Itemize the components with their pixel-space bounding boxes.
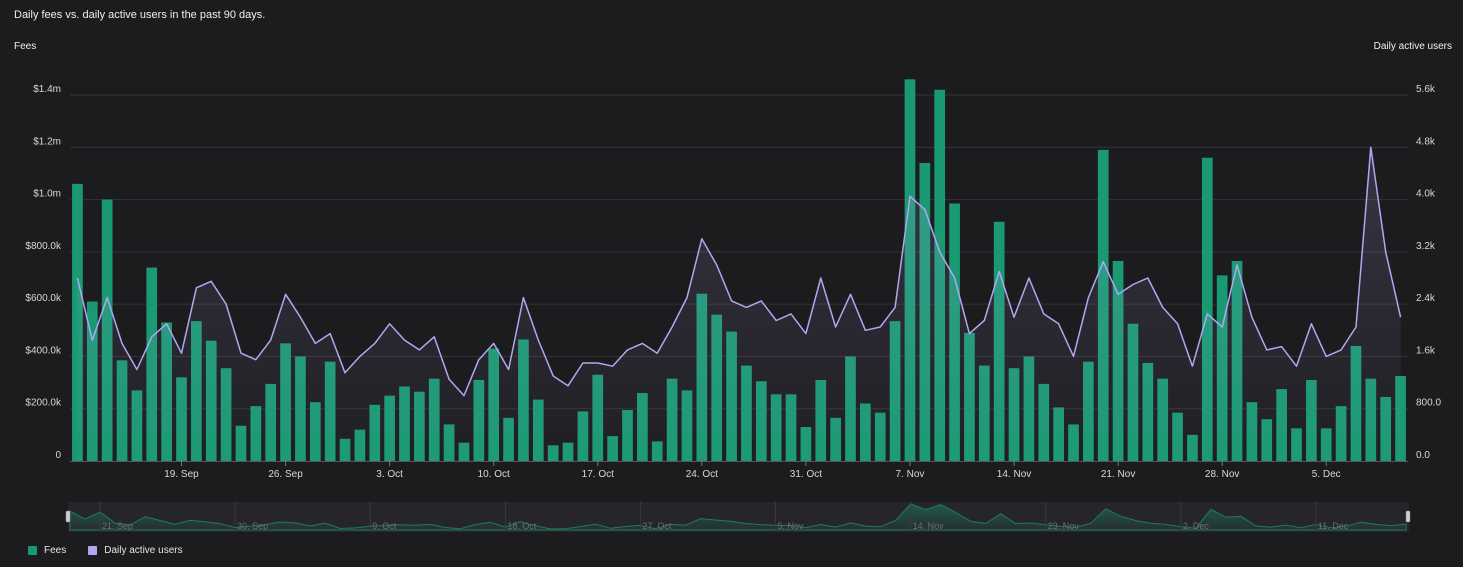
right-axis: 0.0 800.0 1.6k 2.4k 3.2k 4.0k 4.8k 5.6k [1416,84,1441,461]
legend-swatch-users [88,546,98,555]
left-tick-label: $1.0m [33,189,61,200]
chart-title: Daily fees vs. daily active users in the… [14,9,266,21]
x-tick-label: 19. Sep [164,469,199,480]
right-tick-label: 5.6k [1416,84,1436,95]
navigator-axis: 21. Sep 30. Sep 9. Oct 18. Oct 27. Oct 5. Nov… [99,502,1349,531]
navigator-tick-label: 11. Dec [1318,521,1349,531]
x-tick-label: 5. Dec [1312,469,1341,480]
right-tick-label: 4.8k [1416,136,1436,147]
navigator-tick-label: 14. Nov [913,521,945,531]
x-tick-label: 17. Oct [582,469,614,480]
x-tick-label: 3. Oct [376,469,403,480]
navigator-tick-label: 5. Nov [778,521,805,531]
users-line[interactable] [76,146,1402,397]
right-tick-label: 2.4k [1416,293,1436,304]
navigator-tick-label: 18. Oct [507,521,537,531]
navigator-tick-label: 30. Sep [237,521,268,531]
right-tick-label: 0.0 [1416,450,1430,461]
navigator-tick-label: 9. Oct [372,521,397,531]
fees-bar[interactable] [1201,157,1213,461]
right-tick-label: 4.0k [1416,189,1436,200]
navigator-series [69,503,1407,531]
x-tick-label: 28. Nov [1205,469,1239,480]
left-tick-label: 0 [55,450,61,461]
fees-users-chart: 0 $200.0k $400.0k $600.0k $800.0k $1.0m $1.2m $… [25,79,1441,532]
legend-swatch-fees [28,546,37,555]
legend-label-fees: Fees [44,545,67,556]
right-axis-title: Daily active users [1373,41,1452,52]
left-tick-label: $400.0k [25,345,62,356]
legend: Fees Daily active users [28,545,183,556]
x-tick-label: 26. Sep [268,469,303,480]
navigator-tick-label: 23. Nov [1048,521,1080,531]
right-tick-label: 800.0 [1416,398,1441,409]
left-tick-label: $600.0k [25,293,62,304]
navigator-left-handle[interactable] [65,510,71,523]
legend-item-users[interactable]: Daily active users [88,545,183,556]
x-tick-label: 21. Nov [1101,469,1135,480]
left-tick-label: $800.0k [25,241,62,252]
navigator-tick-label: 21. Sep [102,521,133,531]
navigator-tick-label: 27. Oct [642,521,672,531]
left-axis-title: Fees [14,41,37,52]
x-tick-label: 24. Oct [686,469,718,480]
left-tick-label: $1.4m [33,84,61,95]
left-tick-label: $200.0k [25,398,62,409]
right-tick-label: 3.2k [1416,241,1436,252]
navigator[interactable]: 21. Sep 30. Sep 9. Oct 18. Oct 27. Oct 5. Nov… [65,502,1411,532]
left-axis: 0 $200.0k $400.0k $600.0k $800.0k $1.0m $1.2m $… [25,84,62,461]
x-axis: 19. Sep 26. Sep 3. Oct 10. Oct 17. Oct 24. Oc… [164,461,1341,480]
navigator-tick-label: 2. Dec [1183,521,1210,531]
left-tick-label: $1.2m [33,136,61,147]
right-tick-label: 1.6k [1416,345,1436,356]
navigator-right-handle[interactable] [1405,510,1411,523]
legend-item-fees[interactable]: Fees [28,545,66,556]
x-tick-label: 14. Nov [997,469,1031,480]
x-tick-label: 31. Oct [790,469,822,480]
legend-label-users: Daily active users [104,545,183,556]
x-tick-label: 7. Nov [896,469,925,480]
x-tick-label: 10. Oct [478,469,510,480]
